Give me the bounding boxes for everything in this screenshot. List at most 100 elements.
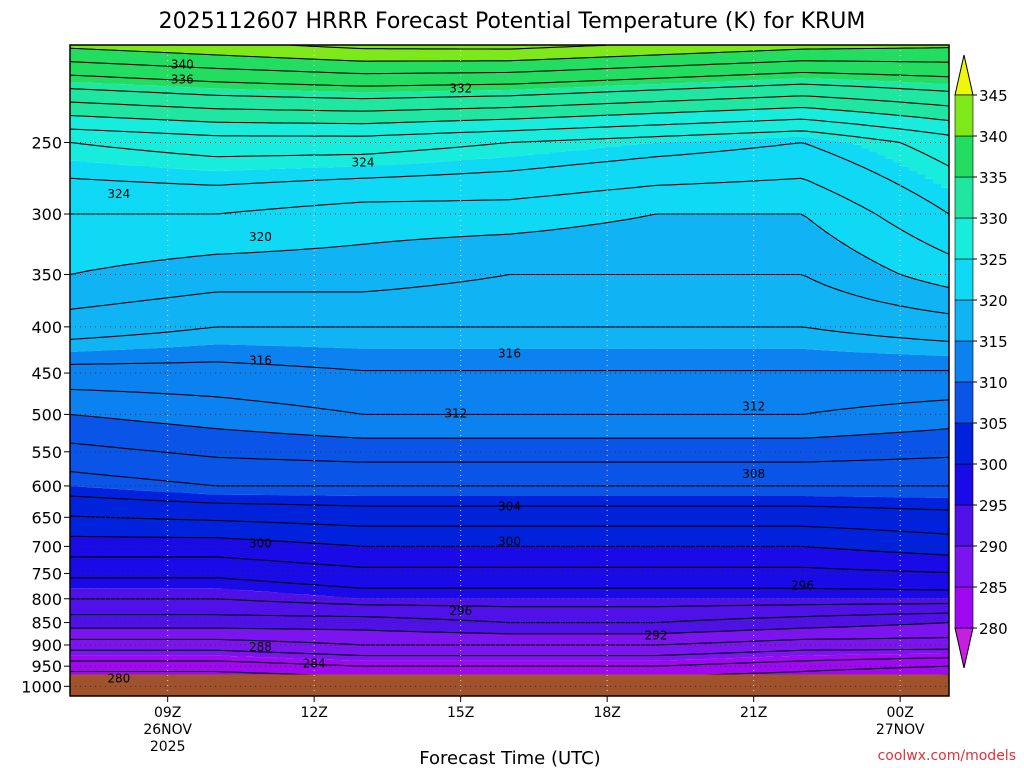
fill-band <box>125 536 135 589</box>
fill-band <box>821 598 830 628</box>
fill-band <box>669 546 678 599</box>
fill-band <box>85 628 95 656</box>
fill-band <box>789 213 798 349</box>
fill-band <box>581 57 591 87</box>
fill-band <box>357 45 367 62</box>
fill-band <box>861 148 870 257</box>
fill-band <box>397 164 407 241</box>
fill-band <box>101 350 111 418</box>
fill-band <box>805 219 814 350</box>
fill-band <box>621 56 630 86</box>
fill-band <box>685 111 694 142</box>
fill-band <box>901 166 910 277</box>
contour-line-340 <box>70 47 949 62</box>
fill-band <box>213 254 223 345</box>
fill-band <box>237 45 247 57</box>
fill-band <box>253 345 263 432</box>
fill-band <box>565 598 575 634</box>
fill-band <box>485 348 495 439</box>
fill-band <box>661 495 670 547</box>
fill-band <box>781 348 790 439</box>
fill-band <box>173 537 183 589</box>
fill-band <box>293 594 303 630</box>
fill-band <box>629 495 638 547</box>
fill-band <box>789 495 798 547</box>
fill-band <box>381 165 391 243</box>
fill-band <box>765 137 774 214</box>
fill-band <box>661 348 670 439</box>
fill-band <box>557 495 567 547</box>
fill-band <box>165 45 175 53</box>
fill-band <box>813 547 822 599</box>
fill-band <box>549 495 559 547</box>
fill-band <box>109 50 119 84</box>
contour-line-290 <box>70 622 949 635</box>
fill-band <box>877 551 886 599</box>
fill-band <box>565 495 575 547</box>
fill-band <box>157 491 167 538</box>
fill-band <box>805 45 814 50</box>
fill-band <box>285 495 295 542</box>
fill-band <box>381 122 391 166</box>
fill-band <box>581 45 591 58</box>
fill-band <box>477 158 487 236</box>
fill-band <box>645 495 654 547</box>
fill-band <box>141 537 151 589</box>
contour-line-334 <box>70 83 949 100</box>
fill-band <box>541 230 551 349</box>
colorbar-label-280: 280 <box>979 620 1008 638</box>
fill-band <box>517 45 527 61</box>
fill-band <box>653 348 662 439</box>
fill-band <box>885 551 894 599</box>
fill-band <box>741 546 750 599</box>
fill-band <box>77 486 87 537</box>
fill-band <box>861 626 870 655</box>
fill-band <box>861 48 870 81</box>
fill-band <box>917 280 926 356</box>
fill-band <box>797 78 806 108</box>
fill-band <box>269 592 279 629</box>
fill-band <box>869 80 878 114</box>
fill-band <box>405 495 415 547</box>
colorbar-label-300: 300 <box>979 456 1008 474</box>
colorbar-segment-285 <box>954 545 974 588</box>
fill-band <box>741 348 750 439</box>
fill-band <box>821 139 830 232</box>
contour-line-322 <box>70 177 949 255</box>
fill-band <box>437 45 447 61</box>
fill-band <box>309 347 319 436</box>
fill-band <box>85 49 95 83</box>
fill-band <box>205 428 215 495</box>
fill-band <box>213 537 223 589</box>
fill-band <box>133 588 143 629</box>
fill-band <box>125 628 135 656</box>
fill-band <box>805 655 814 682</box>
fill-band <box>893 81 902 116</box>
fill-band <box>597 86 606 116</box>
fill-band <box>925 430 934 498</box>
fill-band <box>773 45 782 51</box>
fill-band <box>741 109 750 139</box>
fill-band <box>389 122 399 165</box>
fill-band <box>85 270 95 352</box>
fill-band <box>101 49 111 84</box>
fill-band <box>317 123 327 168</box>
fill-band <box>493 438 503 496</box>
fill-band <box>541 660 551 688</box>
fill-band <box>533 633 543 661</box>
fill-band <box>885 158 894 270</box>
fill-band <box>181 169 191 258</box>
fill-band <box>141 490 151 538</box>
fill-band <box>429 660 439 688</box>
fill-band <box>765 598 774 630</box>
fill-band <box>301 91 311 124</box>
x-tick-label-9-1: 26NOV <box>143 722 192 738</box>
fill-band <box>661 633 670 661</box>
fill-band <box>693 438 702 496</box>
contour-line-302 <box>70 515 949 535</box>
fill-band <box>733 348 742 439</box>
fill-band <box>901 431 910 498</box>
contour-line-314 <box>70 361 949 372</box>
fill-band <box>333 167 343 247</box>
fill-band <box>245 56 255 90</box>
